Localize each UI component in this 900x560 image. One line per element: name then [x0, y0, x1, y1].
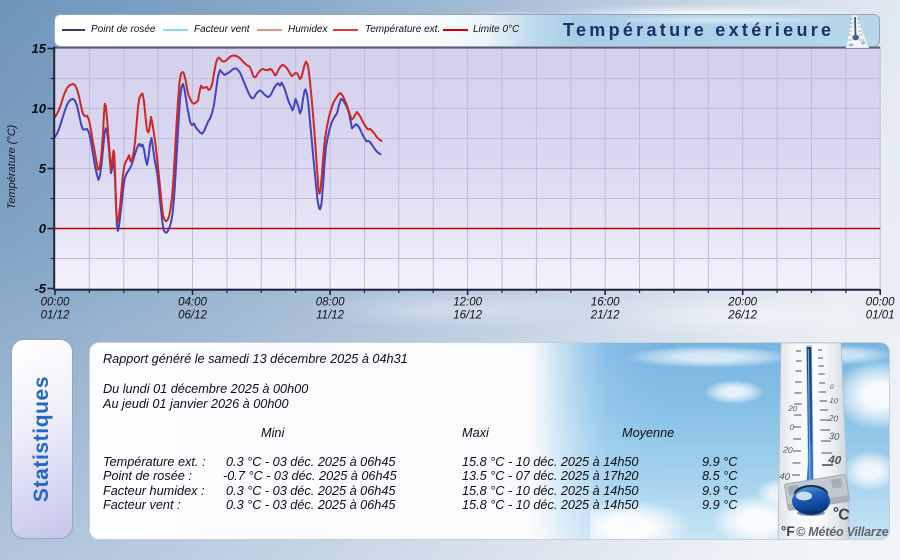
svg-text:20: 20 [782, 444, 794, 455]
svg-text:16/12: 16/12 [453, 310, 482, 322]
svg-text:°F: °F [781, 524, 795, 539]
svg-text:10: 10 [829, 396, 839, 406]
svg-text:10: 10 [32, 101, 47, 116]
svg-text:21/12: 21/12 [590, 310, 620, 322]
svg-text:00:00: 00:00 [866, 297, 895, 309]
svg-text:01/01: 01/01 [866, 310, 895, 322]
svg-text:26/12: 26/12 [727, 310, 757, 322]
svg-text:12:00: 12:00 [453, 297, 482, 309]
svg-text:Température (°C): Température (°C) [6, 124, 18, 209]
svg-text:20: 20 [827, 413, 839, 424]
svg-text:08:00: 08:00 [316, 297, 345, 309]
svg-text:0: 0 [789, 423, 795, 432]
svg-text:0: 0 [39, 221, 47, 236]
svg-text:40: 40 [827, 454, 843, 467]
svg-text:30: 30 [828, 431, 840, 443]
svg-text:15: 15 [32, 41, 47, 56]
svg-text:20:00: 20:00 [727, 297, 757, 309]
svg-text:40: 40 [779, 471, 791, 483]
svg-text:20: 20 [787, 403, 798, 413]
svg-text:01/12: 01/12 [41, 310, 70, 322]
svg-text:-5: -5 [34, 281, 46, 296]
svg-text:04:00: 04:00 [178, 297, 207, 309]
svg-text:16:00: 16:00 [591, 297, 620, 309]
svg-text:06/12: 06/12 [178, 310, 207, 322]
svg-text:°C: °C [831, 504, 851, 524]
svg-text:11/12: 11/12 [316, 310, 345, 322]
svg-text:0: 0 [830, 384, 835, 391]
svg-text:00:00: 00:00 [41, 297, 70, 309]
svg-text:5: 5 [39, 161, 47, 176]
